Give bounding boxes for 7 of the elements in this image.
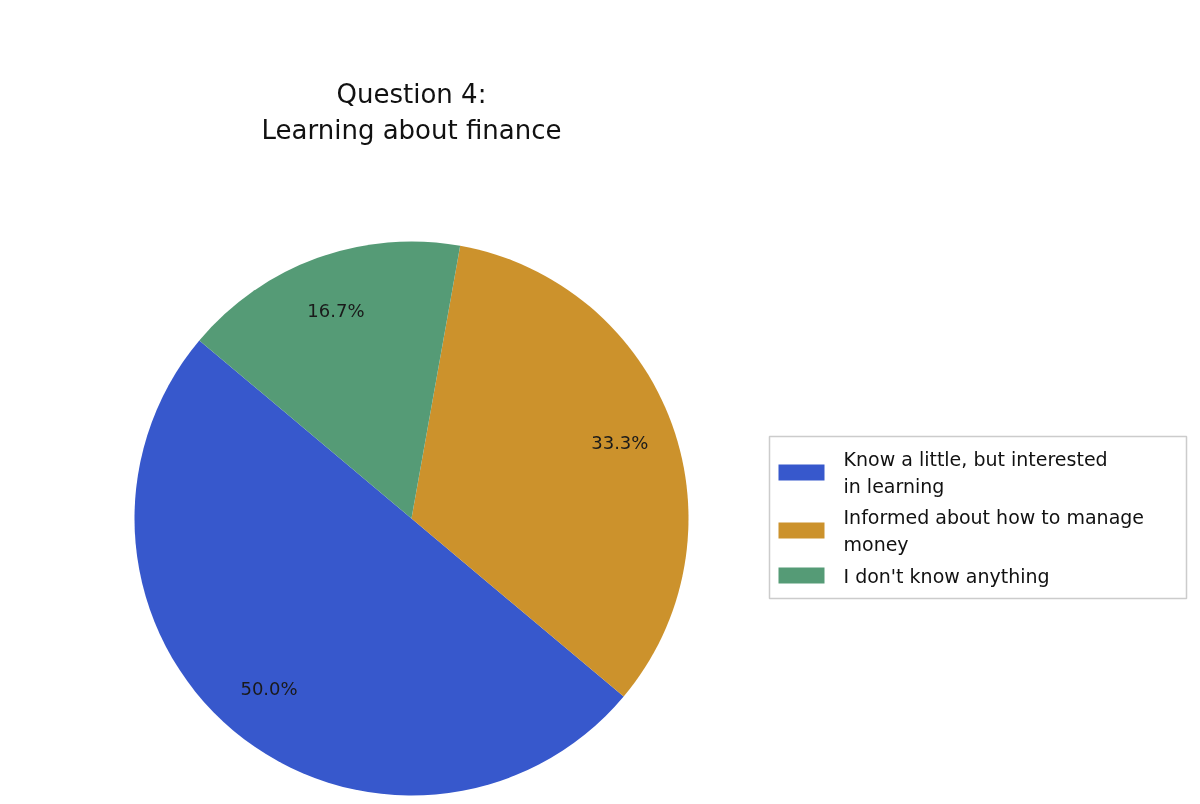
chart-title: Question 4: Learning about finance: [261, 78, 562, 145]
legend-label: I don't know anything: [843, 564, 1050, 587]
legend-label: Know a little, but interested in learning: [843, 448, 1108, 497]
data-label: 16.7%: [307, 299, 365, 321]
data-label: 33.3%: [591, 432, 649, 454]
data-label: 50.0%: [240, 677, 298, 699]
legend-label: Informed about how to manage money: [843, 506, 1145, 555]
